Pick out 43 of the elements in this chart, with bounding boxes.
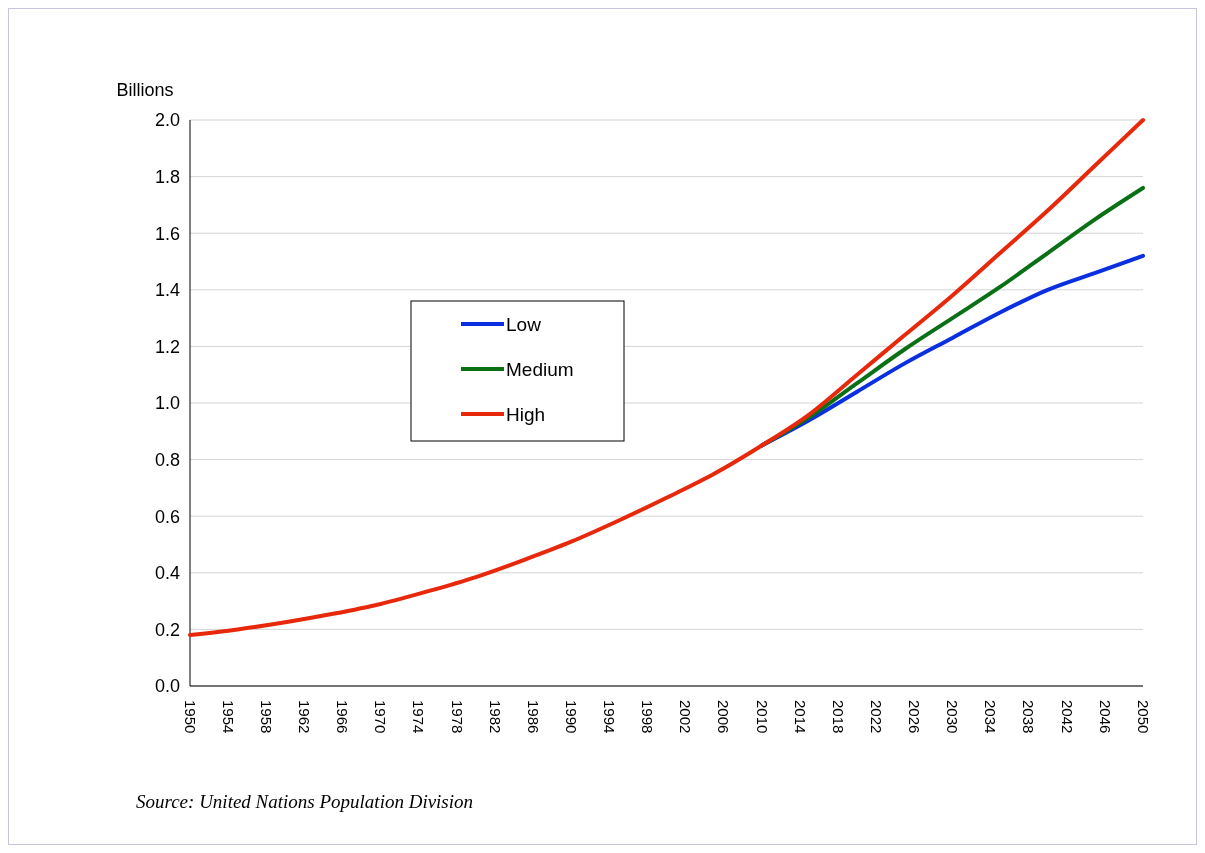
y-tick-label: 2.0 — [154, 110, 180, 131]
y-axis-title: Billions — [116, 80, 174, 100]
y-tick-label: 0.2 — [154, 619, 180, 640]
x-tick-label: 2018 — [829, 700, 847, 734]
x-tick-label: 1978 — [448, 700, 466, 734]
x-tick-label: 2038 — [1020, 700, 1038, 734]
legend-label: Low — [506, 313, 542, 335]
source-note: Source: United Nations Population Division — [136, 791, 474, 812]
legend-label: High — [506, 403, 546, 425]
x-tick-label: 1994 — [601, 700, 619, 734]
y-tick-label: 0.0 — [154, 676, 180, 697]
y-tick-label: 1.6 — [154, 223, 180, 244]
x-tick-label: 1998 — [639, 700, 657, 734]
x-tick-label: 1962 — [296, 700, 314, 734]
x-tick-label: 1974 — [410, 700, 428, 734]
x-tick-label: 2002 — [677, 700, 695, 734]
y-tick-label: 0.6 — [154, 506, 180, 527]
x-tick-label: 1950 — [181, 700, 199, 734]
x-tick-label: 1990 — [562, 700, 580, 734]
x-tick-label: 1966 — [334, 700, 352, 734]
x-tick-label: 2022 — [867, 700, 885, 734]
y-tick-label: 1.2 — [154, 336, 180, 357]
x-tick-label: 2026 — [906, 700, 924, 734]
x-tick-label: 2042 — [1058, 700, 1076, 734]
x-tick-label: 1954 — [219, 700, 237, 734]
x-tick-label: 2006 — [715, 700, 733, 734]
x-tick-label: 2014 — [791, 700, 809, 734]
y-tick-label: 1.8 — [154, 166, 180, 187]
x-tick-label: 1986 — [524, 700, 542, 734]
y-tick-label: 1.0 — [154, 393, 180, 414]
x-tick-label: 1958 — [257, 700, 275, 734]
x-tick-label: 2046 — [1096, 700, 1114, 734]
line-series — [188, 118, 1145, 638]
x-tick-label: 1970 — [372, 700, 390, 734]
x-tick-label: 2010 — [753, 700, 771, 734]
x-tick-label: 2034 — [982, 700, 1000, 734]
legend-label: Medium — [506, 358, 574, 380]
x-tick-label: 1982 — [486, 700, 504, 734]
y-tick-label: 0.4 — [154, 563, 180, 584]
x-tick-label: 2050 — [1134, 700, 1152, 734]
x-tick-label: 2030 — [944, 700, 962, 734]
y-tick-label: 0.8 — [154, 449, 180, 470]
y-tick-label: 1.4 — [154, 280, 180, 301]
